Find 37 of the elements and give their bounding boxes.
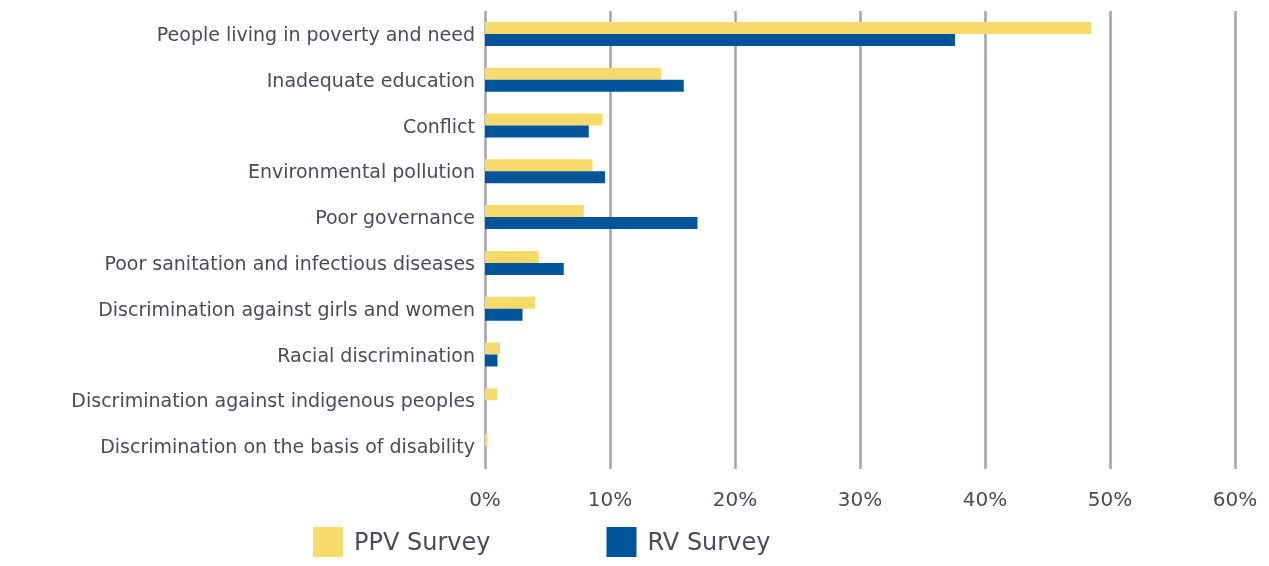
bar <box>485 250 539 263</box>
bar <box>485 159 593 172</box>
y-tick-label: People living in poverty and need <box>156 22 475 45</box>
x-tick-label: 0% <box>469 487 501 511</box>
bar <box>485 171 605 184</box>
x-tick-label: 60% <box>1212 487 1258 511</box>
bar <box>485 205 584 218</box>
bar <box>485 388 498 401</box>
bar <box>485 434 488 447</box>
x-tick-label: 30% <box>837 487 883 511</box>
bar <box>485 262 564 275</box>
y-tick-label: Discrimination against indigenous peoples <box>71 389 475 412</box>
x-tick-label: 50% <box>1087 487 1133 511</box>
bar <box>485 342 500 355</box>
bar <box>485 79 684 92</box>
y-tick-label: Racial discrimination <box>277 343 475 366</box>
y-tick-label: Environmental pollution <box>248 160 475 183</box>
bar <box>485 308 523 321</box>
bar <box>485 217 698 230</box>
y-tick-label: Poor governance <box>315 206 475 229</box>
bar <box>485 113 603 126</box>
y-tick-label: Conflict <box>402 114 475 137</box>
legend-label: PPV Survey <box>354 528 491 556</box>
bar <box>485 354 498 367</box>
y-tick-label: Discrimination on the basis of disability <box>100 435 475 458</box>
y-tick-label: Discrimination against girls and women <box>98 297 475 320</box>
y-tick-label: Poor sanitation and infectious diseases <box>104 251 475 274</box>
x-tick-label: 10% <box>587 487 633 511</box>
bar <box>485 125 589 138</box>
x-tick-label: 40% <box>962 487 1008 511</box>
legend-label: RV Survey <box>647 528 771 556</box>
bar <box>485 33 955 46</box>
bar <box>485 21 1092 34</box>
bar <box>485 296 535 309</box>
y-tick-label: Inadequate education <box>266 68 475 91</box>
bar <box>485 67 662 80</box>
x-tick-label: 20% <box>712 487 758 511</box>
